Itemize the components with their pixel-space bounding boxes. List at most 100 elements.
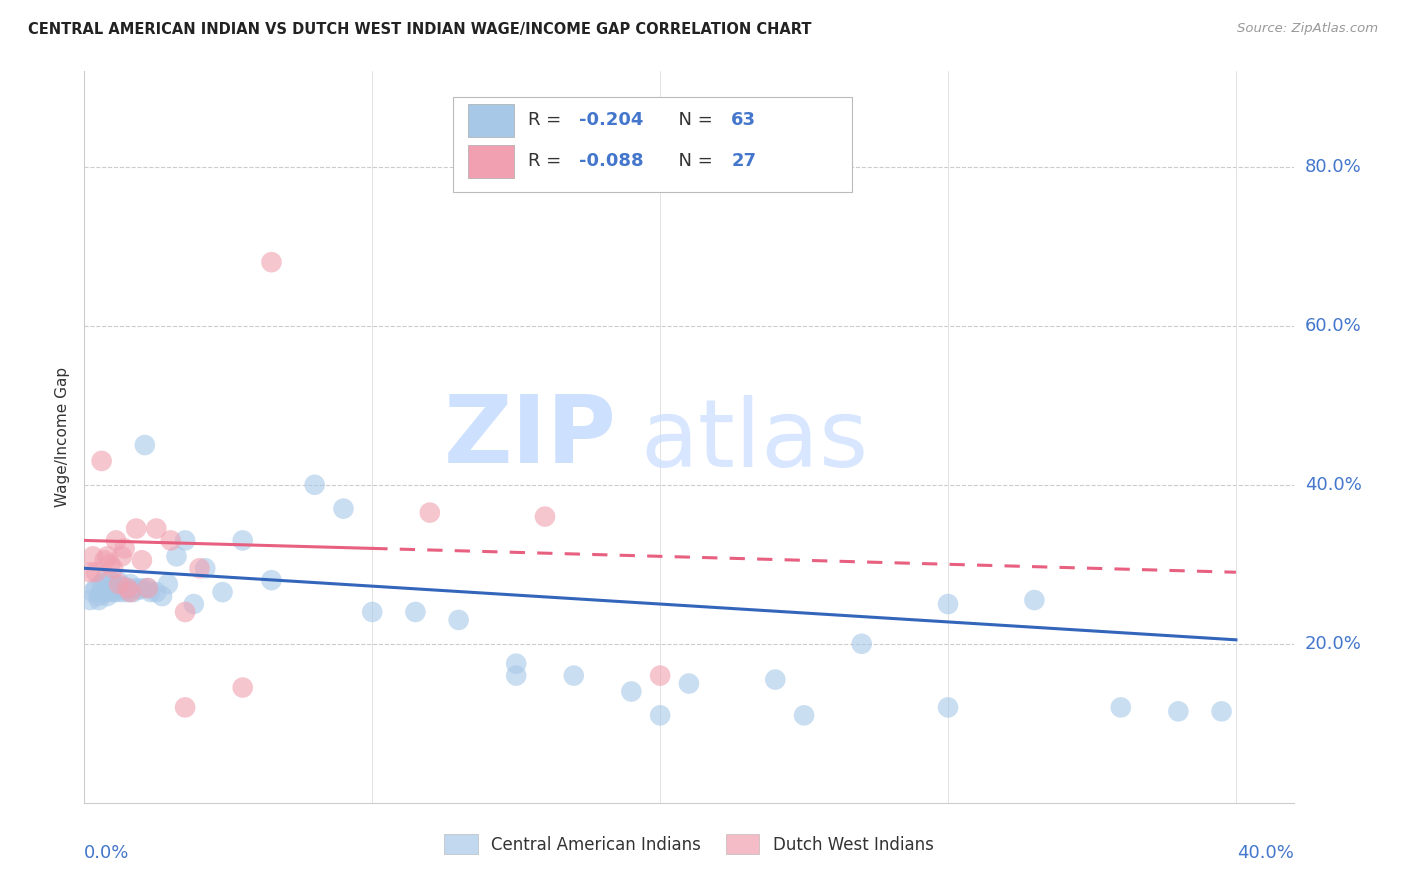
- Point: [128, 582, 150, 597]
- Text: Source: ZipAtlas.com: Source: ZipAtlas.com: [1237, 22, 1378, 36]
- Point: [98, 558, 121, 572]
- Point: [139, 585, 162, 599]
- Point: [232, 681, 254, 695]
- Point: [114, 541, 136, 556]
- Point: [101, 561, 124, 575]
- Point: [174, 700, 197, 714]
- Point: [96, 585, 118, 599]
- Text: N =: N =: [668, 112, 718, 129]
- Point: [105, 533, 128, 548]
- Point: [122, 585, 145, 599]
- Point: [166, 549, 188, 564]
- FancyBboxPatch shape: [453, 97, 852, 192]
- Point: [534, 509, 557, 524]
- Point: [183, 597, 205, 611]
- Point: [108, 574, 131, 589]
- Point: [505, 668, 527, 682]
- Point: [79, 593, 101, 607]
- Text: 27: 27: [731, 153, 756, 170]
- Point: [125, 581, 148, 595]
- Point: [562, 668, 585, 682]
- Point: [111, 585, 134, 599]
- Point: [793, 708, 815, 723]
- Point: [1109, 700, 1132, 714]
- Point: [111, 580, 134, 594]
- Legend: Central American Indians, Dutch West Indians: Central American Indians, Dutch West Ind…: [437, 828, 941, 860]
- Text: 63: 63: [731, 112, 756, 129]
- Text: atlas: atlas: [641, 395, 869, 487]
- Point: [1167, 705, 1189, 719]
- Y-axis label: Wage/Income Gap: Wage/Income Gap: [55, 367, 70, 508]
- Bar: [468, 145, 513, 178]
- Point: [84, 566, 107, 580]
- Point: [174, 605, 197, 619]
- Text: 20.0%: 20.0%: [1305, 635, 1361, 653]
- Text: CENTRAL AMERICAN INDIAN VS DUTCH WEST INDIAN WAGE/INCOME GAP CORRELATION CHART: CENTRAL AMERICAN INDIAN VS DUTCH WEST IN…: [28, 22, 811, 37]
- Point: [90, 454, 112, 468]
- Point: [232, 533, 254, 548]
- Point: [101, 585, 124, 599]
- Point: [419, 506, 441, 520]
- Point: [1024, 593, 1046, 607]
- Text: -0.088: -0.088: [579, 153, 644, 170]
- Point: [111, 549, 134, 564]
- Point: [851, 637, 873, 651]
- Point: [1211, 705, 1233, 719]
- Point: [260, 573, 283, 587]
- Point: [404, 605, 426, 619]
- Point: [763, 673, 786, 687]
- Point: [136, 581, 159, 595]
- Text: R =: R =: [529, 153, 567, 170]
- Text: -0.204: -0.204: [579, 112, 644, 129]
- Point: [145, 585, 167, 599]
- Point: [361, 605, 384, 619]
- Point: [108, 577, 131, 591]
- Text: R =: R =: [529, 112, 567, 129]
- Point: [120, 585, 142, 599]
- Point: [114, 582, 136, 597]
- Text: 80.0%: 80.0%: [1305, 158, 1361, 176]
- Point: [87, 593, 110, 607]
- Point: [505, 657, 527, 671]
- Point: [936, 597, 959, 611]
- Point: [98, 573, 121, 587]
- Point: [936, 700, 959, 714]
- Point: [105, 585, 128, 599]
- Point: [117, 585, 139, 599]
- Point: [96, 589, 118, 603]
- Point: [117, 581, 139, 595]
- Bar: [468, 103, 513, 136]
- Point: [101, 577, 124, 591]
- Point: [304, 477, 326, 491]
- Point: [188, 561, 211, 575]
- Text: 40.0%: 40.0%: [1237, 845, 1294, 863]
- Point: [332, 501, 354, 516]
- Point: [82, 549, 104, 564]
- Text: 40.0%: 40.0%: [1305, 475, 1361, 494]
- Point: [79, 566, 101, 580]
- Point: [96, 549, 118, 564]
- Point: [650, 668, 672, 682]
- Point: [87, 589, 110, 603]
- Text: 60.0%: 60.0%: [1305, 317, 1361, 334]
- Point: [120, 577, 142, 591]
- Point: [101, 581, 124, 595]
- Point: [84, 581, 107, 595]
- Point: [150, 589, 173, 603]
- Point: [211, 585, 233, 599]
- Point: [131, 581, 153, 595]
- Point: [93, 573, 115, 587]
- Point: [105, 580, 128, 594]
- Point: [194, 561, 217, 575]
- Point: [159, 533, 181, 548]
- Text: 0.0%: 0.0%: [84, 845, 129, 863]
- Point: [260, 255, 283, 269]
- Text: ZIP: ZIP: [443, 391, 616, 483]
- Point: [108, 582, 131, 597]
- Point: [125, 521, 148, 535]
- Point: [117, 581, 139, 595]
- Point: [131, 553, 153, 567]
- Point: [620, 684, 643, 698]
- Point: [174, 533, 197, 548]
- Point: [98, 581, 121, 595]
